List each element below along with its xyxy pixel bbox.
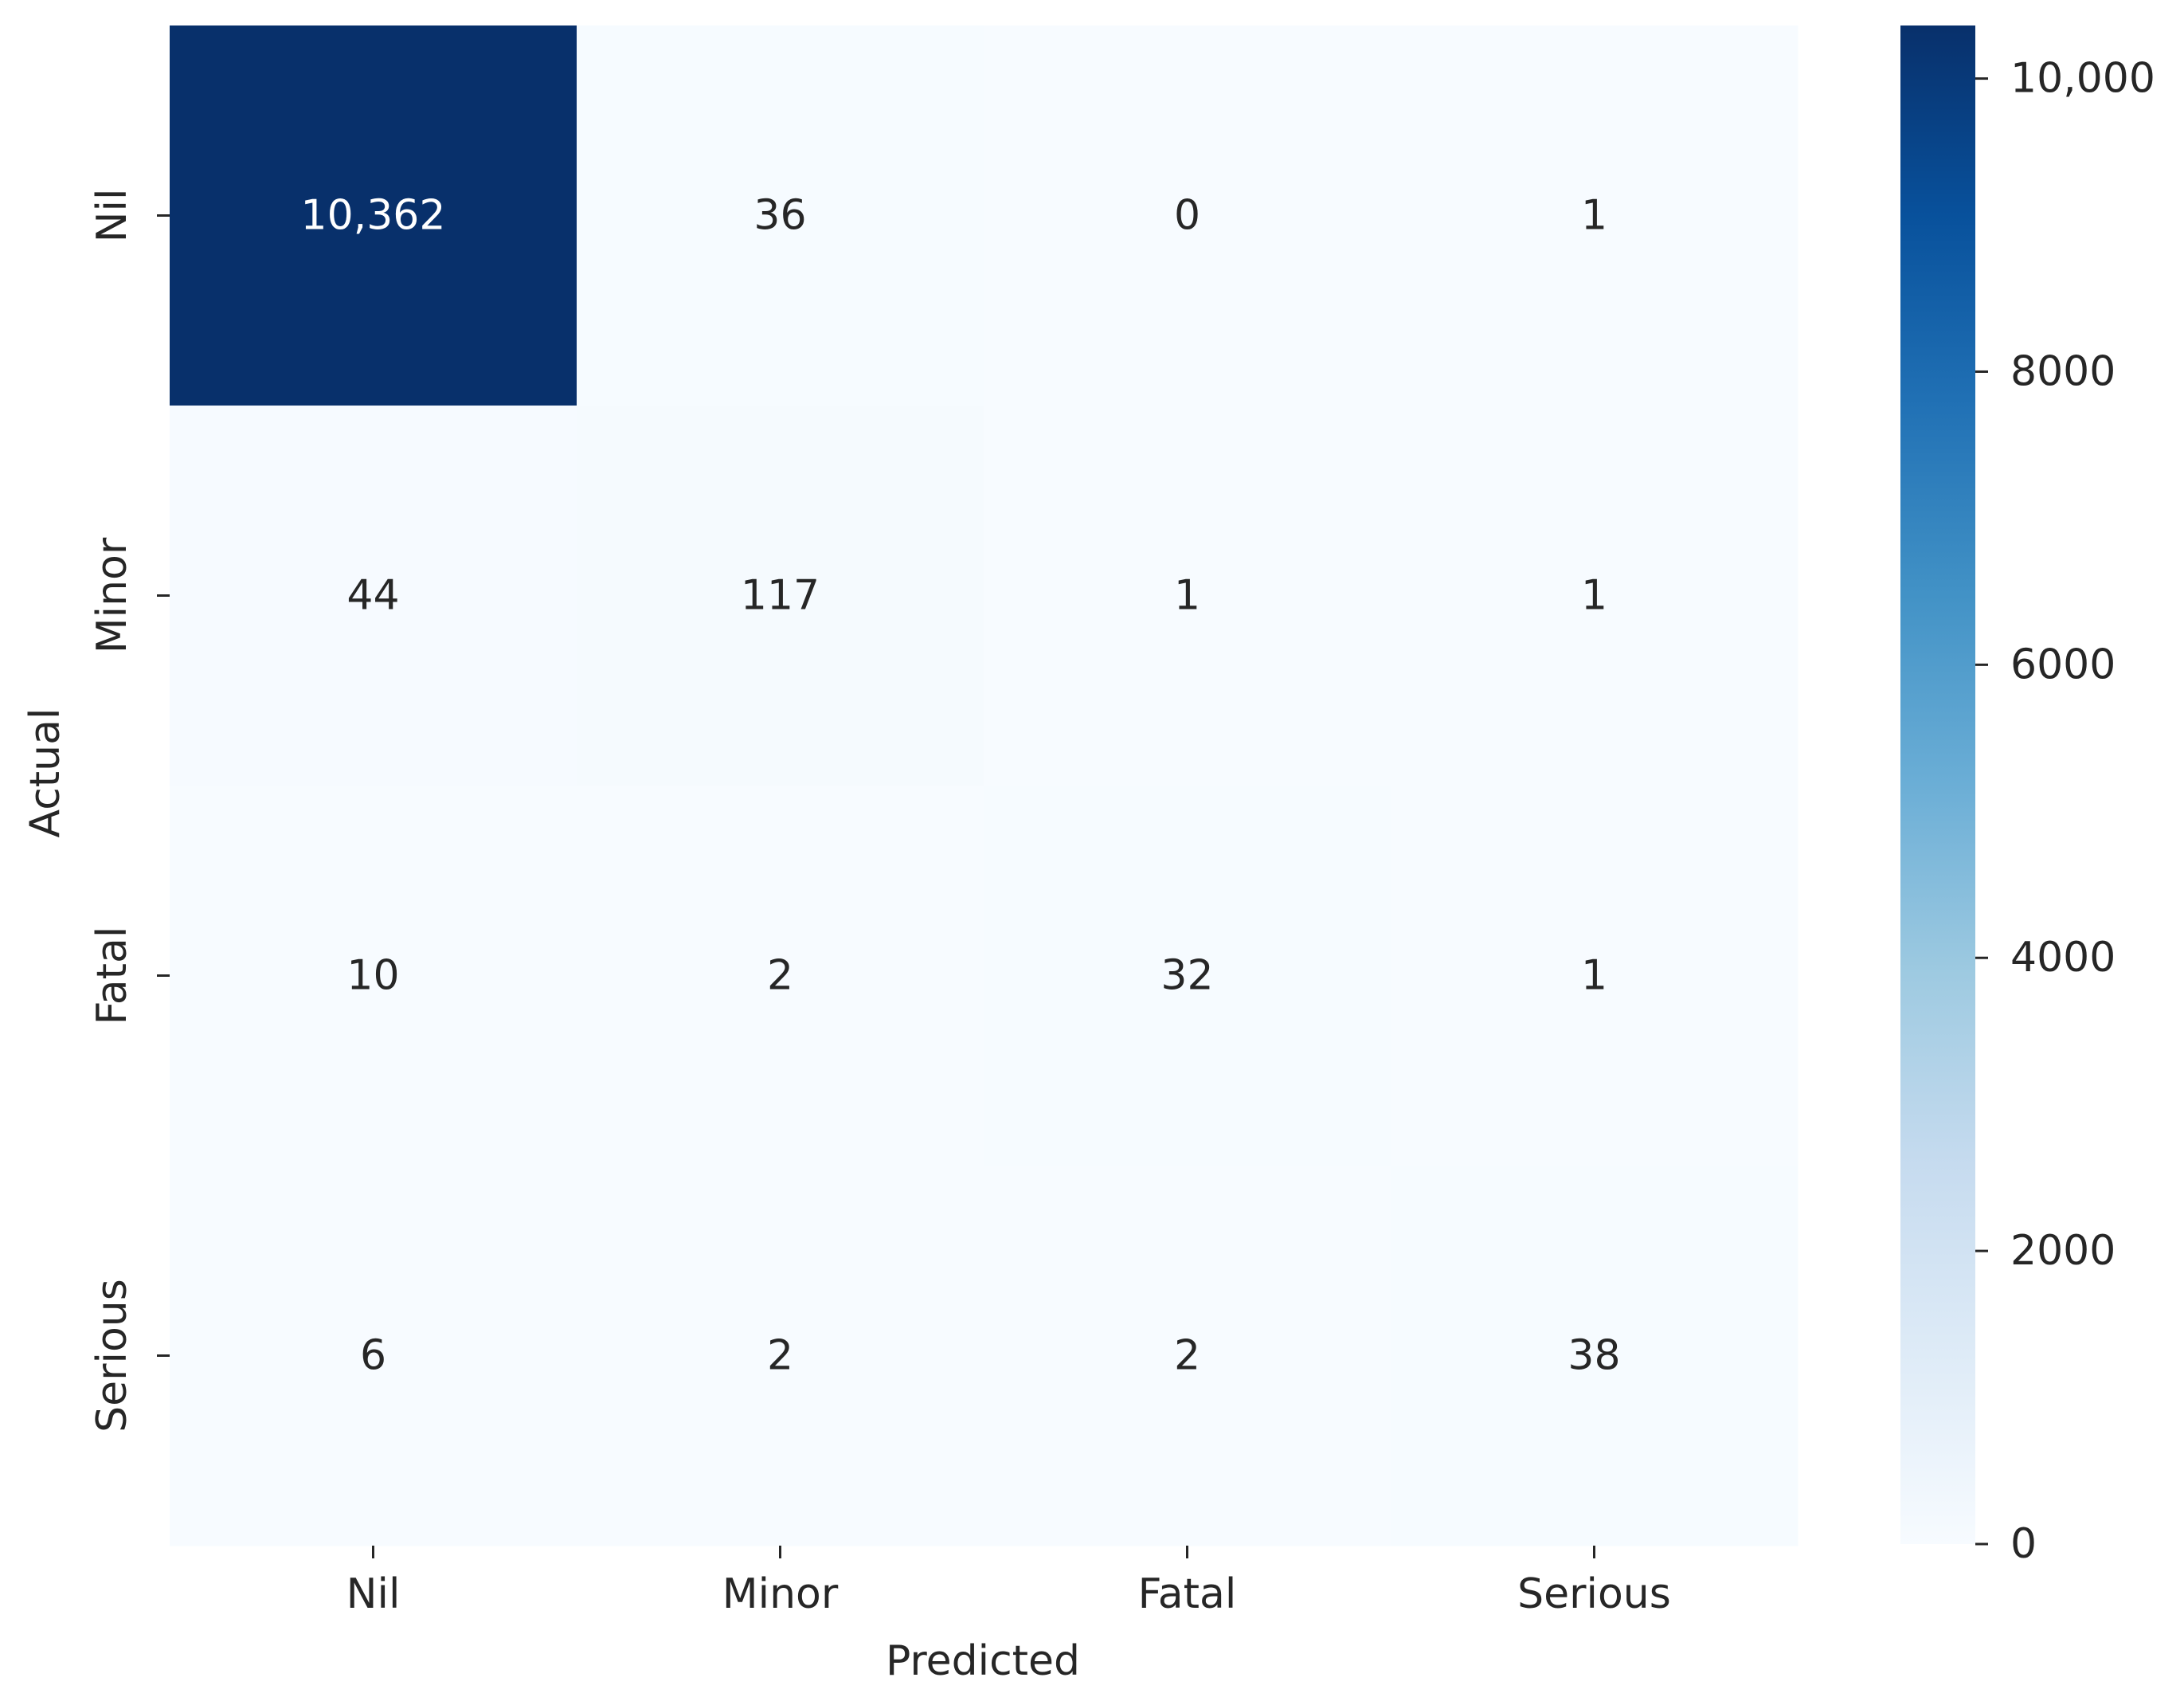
cell-value-label: 32 (1160, 952, 1213, 1000)
cell-value-label: 6 (360, 1332, 386, 1380)
heatmap-cell (170, 25, 577, 406)
heatmap-cell (984, 25, 1391, 406)
colorbar-tick-label: 10,000 (2010, 55, 2155, 103)
cell-value-label: 38 (1568, 1332, 1620, 1380)
x-tick-label: Nil (346, 1570, 401, 1618)
heatmap-cell (170, 406, 577, 786)
cell-value-label: 1 (1581, 952, 1607, 1000)
heatmap-cell (577, 25, 984, 406)
colorbar-tick-label: 6000 (2010, 641, 2116, 688)
y-tick-label: Minor (88, 537, 136, 653)
heatmap-cell (577, 406, 984, 786)
cell-value-label: 2 (767, 1332, 793, 1380)
heatmap-cell (1391, 1166, 1798, 1546)
heatmap-cell (1391, 786, 1798, 1166)
y-tick-label: Nil (88, 189, 136, 243)
heatmap-cell (577, 1166, 984, 1546)
y-tick-label: Fatal (88, 927, 136, 1025)
x-axis-ticks: Nil Minor Fatal Serious (346, 1546, 1671, 1618)
x-tick-label: Serious (1517, 1570, 1671, 1618)
heatmap-cell (170, 1166, 577, 1546)
cell-value-label: 10,362 (301, 192, 446, 240)
cell-value-label: 1 (1581, 572, 1607, 620)
heatmap-cells (170, 25, 1798, 1546)
cell-value-label: 36 (753, 192, 806, 240)
cell-value-label: 117 (741, 572, 820, 620)
colorbar-ticks: 0 2000 4000 6000 8000 10,000 (1975, 55, 2155, 1568)
y-axis-ticks: Nil Minor Fatal Serious (88, 189, 170, 1433)
cell-value-label: 10 (346, 952, 399, 1000)
cell-labels: 10,362 36 0 144 117 1 110 2 32 16 2 2 38 (301, 192, 1621, 1380)
cell-value-label: 1 (1581, 192, 1607, 240)
cell-value-label: 2 (1174, 1332, 1200, 1380)
cell-value-label: 44 (346, 572, 399, 620)
heatmap-cell (1391, 25, 1798, 406)
heatmap-cell (1391, 406, 1798, 786)
heatmap-cell (984, 406, 1391, 786)
colorbar-tick-label: 8000 (2010, 347, 2116, 395)
y-axis-label: Actual (22, 708, 69, 838)
heatmap-cell (577, 786, 984, 1166)
x-tick-label: Fatal (1138, 1570, 1237, 1618)
x-axis-label: Predicted (886, 1637, 1080, 1685)
colorbar (1900, 25, 1975, 1544)
colorbar-tick-label: 4000 (2010, 934, 2116, 982)
x-tick-label: Minor (722, 1570, 839, 1618)
cell-value-label: 1 (1174, 572, 1200, 620)
heatmap-cell (984, 1166, 1391, 1546)
cell-value-label: 0 (1174, 192, 1200, 240)
y-tick-label: Serious (88, 1279, 136, 1433)
colorbar-tick-label: 0 (2010, 1520, 2037, 1568)
colorbar-tick-label: 2000 (2010, 1227, 2116, 1275)
cell-value-label: 2 (767, 952, 793, 1000)
heatmap-cell (984, 786, 1391, 1166)
heatmap-cell (170, 786, 577, 1166)
